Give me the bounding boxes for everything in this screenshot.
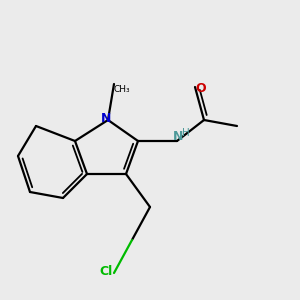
Text: Cl: Cl [100, 265, 113, 278]
Text: H: H [182, 128, 190, 139]
Text: N: N [101, 112, 112, 125]
Text: CH₃: CH₃ [113, 85, 130, 94]
Text: O: O [195, 82, 206, 95]
Text: N: N [173, 130, 183, 143]
